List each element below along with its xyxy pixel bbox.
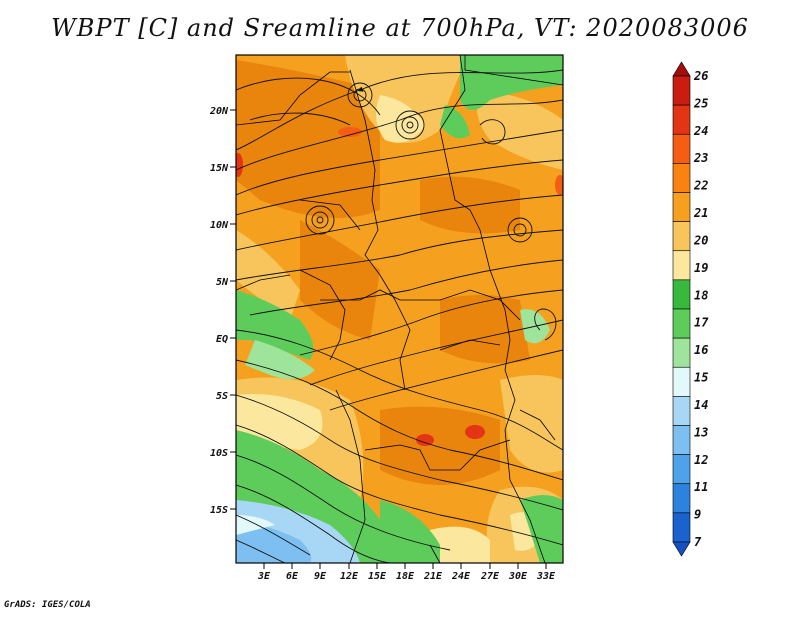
colorbar-label: 26 <box>693 69 708 83</box>
wbpt-field-patch <box>236 520 312 563</box>
lon-label: 33E <box>536 571 556 582</box>
colorbar-label: 20 <box>693 233 708 247</box>
colorbar-top-arrow <box>672 61 691 77</box>
wbpt-field-patch <box>236 60 380 218</box>
colorbar-label: 18 <box>694 288 708 302</box>
lon-label: 15E <box>368 571 387 582</box>
colorbar-swatch <box>672 192 691 222</box>
colorbar-label: 21 <box>693 206 708 220</box>
lat-label: 15N <box>210 163 229 174</box>
wbpt-field-patch <box>380 500 440 563</box>
lat-label: 10N <box>210 220 229 231</box>
colorbar-label: 24 <box>693 124 708 138</box>
wbpt-field-patch <box>236 515 275 535</box>
wbpt-field-patch <box>500 375 563 473</box>
country-borders <box>236 55 563 563</box>
colorbar-label: 19 <box>694 261 708 275</box>
colorbar-swatch <box>672 337 691 368</box>
colorbar-swatch <box>672 396 691 426</box>
wbpt-field-patch <box>420 176 520 234</box>
colorbar-swatch <box>672 163 691 193</box>
map-frame <box>235 54 564 564</box>
colorbar-label: 12 <box>694 453 708 467</box>
wbpt-field-patch <box>476 90 563 170</box>
map-area <box>236 55 563 563</box>
colorbar-label: 25 <box>693 96 708 110</box>
lon-label: 12E <box>340 571 359 582</box>
colorbar-label: 16 <box>694 343 708 357</box>
wbpt-field-patch <box>236 153 243 177</box>
colorbar-label: 7 <box>694 535 702 549</box>
wbpt-field-patch <box>440 105 470 139</box>
colorbar-label: 9 <box>694 508 701 522</box>
colorbar-swatch <box>672 221 691 252</box>
colorbar: 26 25 24 23 22 21 20 19 18 17 16 15 14 13 12 11 9 7 <box>672 61 709 557</box>
colorbar-swatch <box>672 483 691 514</box>
lon-label: 3E <box>257 571 271 582</box>
colorbar-swatch <box>672 104 691 135</box>
map-title: WBPT [C] and Sreamline at 700hPa, VT: 20… <box>51 14 749 42</box>
wbpt-field-patch <box>345 55 470 143</box>
colorbar-label: 17 <box>694 316 709 330</box>
colorbar-label: 11 <box>694 480 708 494</box>
colorbar-swatch <box>672 75 691 106</box>
wbpt-field-patch <box>338 127 362 137</box>
colorbar-swatch <box>672 512 691 543</box>
colorbar-swatch <box>672 133 691 164</box>
colorbar-swatch <box>672 308 691 339</box>
lon-label: 30E <box>508 571 528 582</box>
lon-label: 24E <box>451 571 471 582</box>
lon-label: 18E <box>396 571 415 582</box>
lon-label: 27E <box>480 571 500 582</box>
colorbar-swatch <box>672 454 691 485</box>
lat-label: EQ <box>216 334 228 345</box>
colorbar-label: 23 <box>693 151 708 165</box>
lat-label: 15S <box>210 505 228 516</box>
lon-label: 21E <box>423 571 443 582</box>
colorbar-swatch <box>672 425 691 455</box>
lat-label: 5N <box>216 277 229 288</box>
footer-credit: GrADS: IGES/COLA <box>4 600 91 610</box>
wbpt-field-patch <box>460 55 563 110</box>
colorbar-label: 14 <box>694 398 708 412</box>
wbpt-field-patch <box>440 295 530 364</box>
colorbar-label: 15 <box>694 371 708 385</box>
wbpt-field-patch <box>376 95 425 143</box>
longitude-axis: 3E 6E 9E 12E 15E 18E 21E 24E 27E 30E 33E <box>257 563 556 582</box>
lat-label: 5S <box>216 391 228 402</box>
colorbar-swatch <box>672 279 691 310</box>
wbpt-field-patch <box>236 394 323 450</box>
lat-label: 10S <box>210 448 228 459</box>
wbpt-field-patch <box>300 220 380 340</box>
wbpt-field-patch <box>555 175 563 195</box>
lat-label: 20N <box>209 106 229 117</box>
colorbar-swatch <box>672 366 691 397</box>
wbpt-field-patch <box>380 406 500 485</box>
wbpt-field-patch <box>245 340 315 379</box>
lon-label: 6E <box>286 571 299 582</box>
latitude-axis: 20N 15N 10N 5N EQ 5S 10S 15S <box>209 106 236 516</box>
colorbar-label: 13 <box>694 425 708 439</box>
wbpt-field-patch <box>430 526 490 563</box>
colorbar-swatch <box>672 250 691 281</box>
streamlines <box>236 69 563 563</box>
colorbar-label: 22 <box>693 179 708 193</box>
wbpt-field-patch <box>416 434 434 446</box>
colorbar-bottom-arrow <box>672 541 691 557</box>
lon-label: 9E <box>314 571 327 582</box>
wbpt-field-patch <box>520 495 563 563</box>
wbpt-field-patch <box>465 425 485 439</box>
